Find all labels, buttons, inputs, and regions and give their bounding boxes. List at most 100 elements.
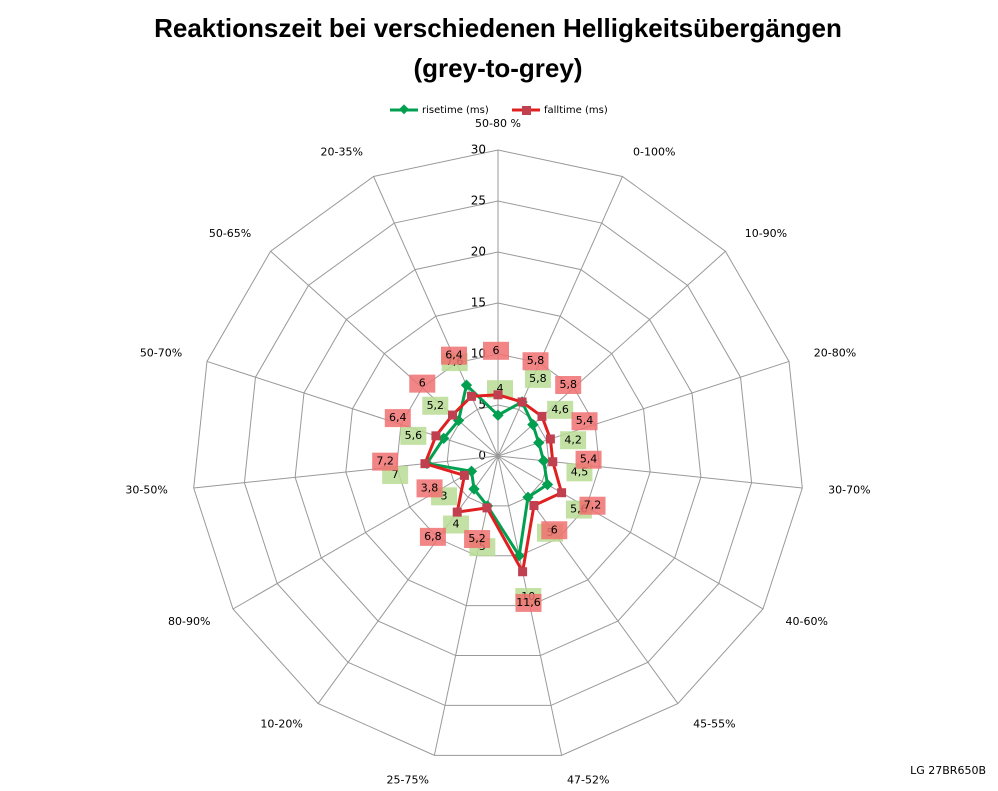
- spoke: [497, 250, 726, 457]
- grid-ring: [446, 404, 550, 507]
- data-label-bg: [464, 530, 491, 549]
- category-label: 30-70%: [828, 484, 870, 497]
- marker: [492, 409, 504, 421]
- data-label-bg: [443, 515, 470, 534]
- marker: [537, 455, 550, 467]
- data-label: 5,6: [405, 429, 423, 442]
- marker: [448, 410, 458, 420]
- r-tick-label: 10: [471, 347, 486, 361]
- r-tick-label: 25: [471, 194, 486, 208]
- r-tick-label: 15: [471, 296, 486, 310]
- spoke: [206, 360, 499, 457]
- grid-ring: [345, 302, 651, 607]
- data-label-bg: [547, 400, 574, 419]
- r-tick-label: 20: [471, 245, 486, 259]
- marker: [541, 478, 554, 491]
- data-label: 4,2: [564, 433, 582, 446]
- data-label: 11,6: [516, 596, 541, 609]
- grid-ring: [396, 353, 600, 557]
- data-label: 3,8: [421, 481, 439, 494]
- marker: [548, 457, 558, 467]
- data-label: 5,2: [427, 399, 445, 412]
- data-label-bg: [541, 521, 568, 540]
- data-label: 5,2: [468, 532, 486, 545]
- marker: [493, 390, 503, 400]
- marker: [438, 432, 450, 445]
- data-label: 6,4: [389, 411, 407, 424]
- data-label-bg: [409, 374, 436, 393]
- marker: [522, 491, 534, 503]
- data-label-bg: [515, 593, 542, 612]
- grid-ring: [193, 149, 803, 756]
- spoke: [497, 455, 679, 704]
- data-label: 6: [493, 344, 500, 357]
- data-label-bg: [575, 450, 602, 469]
- r-tick-label: 30: [471, 143, 486, 157]
- data-label: 7: [392, 468, 399, 481]
- category-label: 20-80%: [814, 346, 856, 359]
- data-label-bg: [372, 452, 399, 471]
- data-label: 5,8: [529, 372, 547, 385]
- marker: [468, 483, 480, 495]
- data-label: 5,8: [527, 354, 545, 367]
- category-label: 10-90%: [745, 227, 787, 240]
- category-label: 50-65%: [209, 227, 251, 240]
- grid-ring: [243, 200, 753, 706]
- data-label-bg: [571, 412, 598, 431]
- spoke: [193, 455, 499, 489]
- legend-marker: [399, 104, 409, 115]
- spoke: [232, 455, 499, 610]
- data-label: 4,6: [551, 403, 569, 416]
- marker: [420, 459, 430, 469]
- data-label: 6: [419, 377, 426, 390]
- marker: [557, 488, 567, 498]
- spoke: [497, 455, 764, 610]
- marker: [460, 379, 473, 391]
- r-tick-label: 5: [478, 398, 486, 412]
- data-label-bg: [483, 341, 509, 360]
- legend-marker: [522, 106, 531, 115]
- category-label: 40-60%: [786, 615, 828, 628]
- data-label: 6,8: [424, 530, 442, 543]
- data-label: 3: [441, 489, 448, 502]
- data-label: 4: [497, 382, 504, 395]
- grid-ring: [294, 251, 702, 657]
- category-label: 47-52%: [567, 774, 609, 786]
- spoke: [497, 176, 623, 457]
- data-label-bg: [524, 369, 551, 388]
- category-label: 10-20%: [260, 718, 302, 731]
- marker: [482, 503, 492, 513]
- data-label-bg: [555, 375, 582, 394]
- data-label-bg: [560, 431, 587, 450]
- chart-title: Reaktionszeit bei verschiedenen Helligke…: [154, 13, 842, 43]
- category-label: 25-75%: [387, 774, 429, 786]
- data-label-bg: [400, 426, 427, 445]
- data-label-bg: [416, 479, 443, 498]
- marker: [537, 411, 547, 421]
- data-label: 7,2: [584, 499, 602, 512]
- marker: [545, 434, 555, 444]
- data-label-bg: [419, 527, 446, 546]
- data-label: 4: [453, 518, 460, 531]
- marker: [459, 470, 469, 480]
- r-tick-label: 0: [478, 449, 486, 463]
- marker: [527, 418, 539, 431]
- category-label: 30-50%: [125, 484, 167, 497]
- category-label: 20-35%: [321, 146, 363, 159]
- marker: [466, 391, 476, 401]
- data-label: 6: [551, 523, 558, 536]
- data-label: 6,4: [445, 349, 463, 362]
- data-label: 5,8: [559, 378, 577, 391]
- marker: [452, 507, 462, 517]
- data-label: 5,4: [576, 414, 594, 427]
- data-label-bg: [579, 496, 606, 515]
- category-label: 50-70%: [140, 346, 182, 359]
- category-label: 45-55%: [693, 718, 735, 731]
- marker: [518, 567, 528, 577]
- data-label-bg: [384, 409, 411, 428]
- data-label: 5,4: [580, 453, 598, 466]
- marker: [431, 431, 441, 441]
- spoke: [317, 455, 499, 704]
- series-line: [424, 382, 550, 560]
